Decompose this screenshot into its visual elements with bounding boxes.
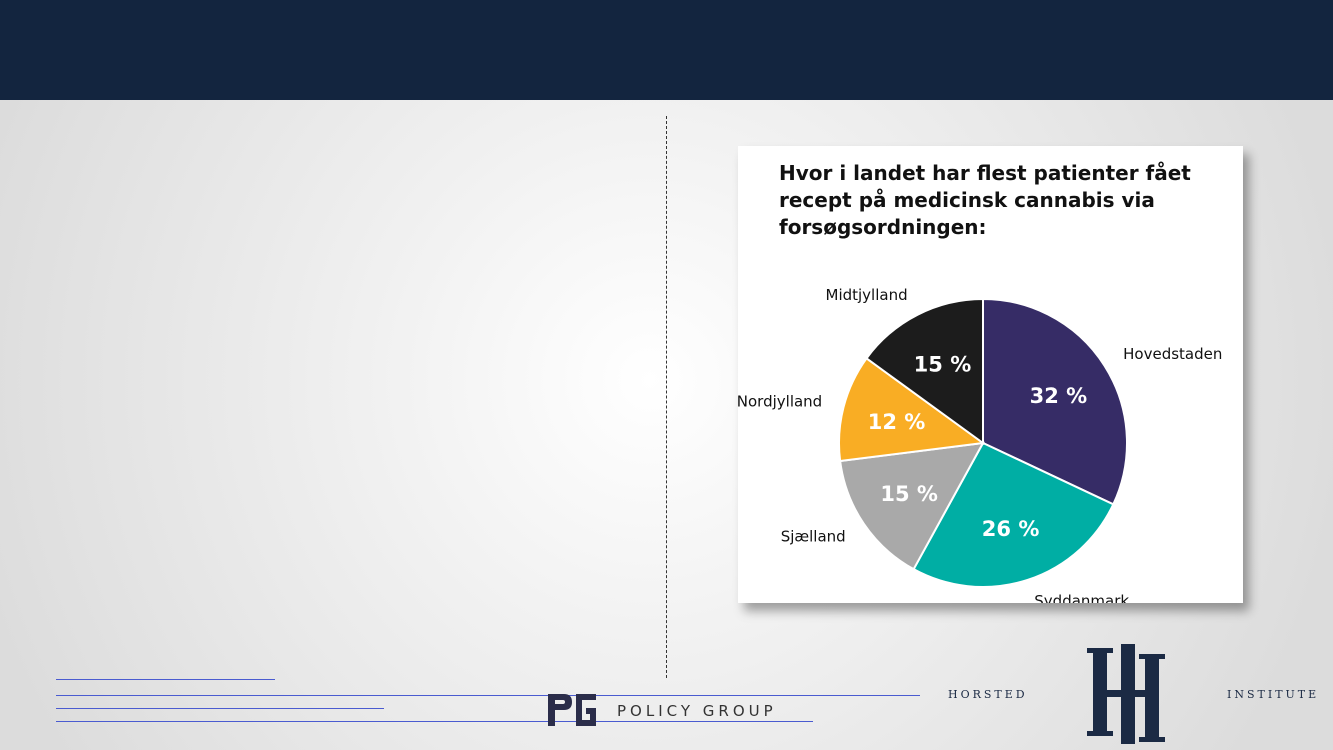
pie-slice-midtjylland (865, 297, 984, 445)
policy-group-logo-icon (548, 694, 596, 726)
slice-value-label: 12 % (868, 410, 926, 434)
slice-value-label: 26 % (982, 517, 1040, 541)
slice-category-label: Midtjylland (826, 286, 908, 304)
slice-category-label: Sjælland (781, 527, 846, 545)
pie-slice-hovedstaden (982, 297, 1128, 506)
footer-line-3 (56, 708, 384, 709)
chart-title: Hvor i landet har flest patienter fået r… (779, 161, 1191, 239)
vertical-divider (666, 116, 667, 678)
slice-category-label: Nordjylland (738, 393, 822, 411)
header-band (0, 0, 1333, 100)
slice-category-label: Syddanmark (1034, 592, 1129, 603)
pie-chart: 32 % Hovedstaden 26 % Syddanmark 15 % Sjællan… (738, 286, 1222, 603)
chart-card: Hvor i landet har flest patienter fået r… (738, 146, 1243, 603)
slice-value-label: 15 % (914, 352, 972, 376)
footer-line-2 (56, 695, 920, 696)
slice-value-label: 15 % (880, 482, 938, 506)
horsted-text: HORSTED (948, 688, 1028, 701)
horsted-institute-logo-icon (1087, 644, 1165, 744)
institute-text: INSTITUTE (1227, 688, 1320, 701)
footer-line-1 (56, 679, 275, 680)
footer-line-4 (56, 721, 813, 722)
policy-group-text: POLICY GROUP (617, 702, 777, 720)
slice-category-label: Hovedstaden (1123, 345, 1222, 363)
pie-slice-sjælland (839, 441, 985, 571)
pie-slice-nordjylland (838, 356, 986, 463)
slice-value-label: 32 % (1030, 384, 1088, 408)
